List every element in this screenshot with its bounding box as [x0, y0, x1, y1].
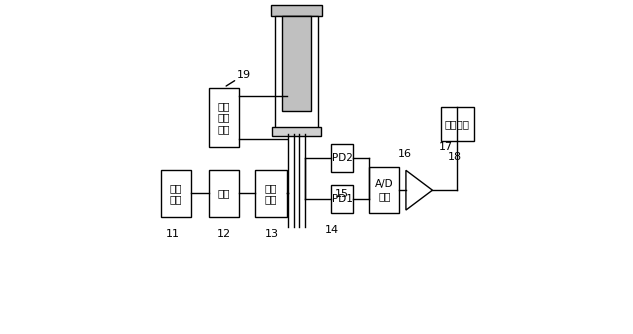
Text: 解调系统: 解调系统 — [445, 119, 470, 129]
FancyBboxPatch shape — [209, 88, 239, 147]
FancyBboxPatch shape — [271, 5, 322, 16]
Text: 15: 15 — [335, 189, 349, 199]
Text: PD1: PD1 — [332, 194, 353, 204]
Text: A/D
转换: A/D 转换 — [375, 179, 394, 201]
Text: 18: 18 — [448, 152, 461, 162]
Text: 冷气
循环
系统: 冷气 循环 系统 — [218, 101, 230, 134]
Text: 14: 14 — [325, 225, 339, 235]
FancyBboxPatch shape — [332, 144, 353, 172]
FancyBboxPatch shape — [275, 16, 318, 134]
Text: 驱动
电路: 驱动 电路 — [170, 183, 182, 204]
FancyBboxPatch shape — [441, 107, 474, 141]
FancyBboxPatch shape — [272, 127, 321, 136]
FancyBboxPatch shape — [370, 167, 399, 213]
FancyBboxPatch shape — [209, 170, 239, 217]
FancyBboxPatch shape — [255, 170, 287, 217]
Text: 17: 17 — [439, 142, 453, 152]
FancyBboxPatch shape — [332, 185, 353, 213]
Text: 16: 16 — [398, 149, 411, 159]
FancyBboxPatch shape — [161, 170, 191, 217]
Text: 11: 11 — [166, 228, 180, 238]
FancyBboxPatch shape — [282, 16, 311, 111]
Text: 光隔
离器: 光隔 离器 — [265, 183, 277, 204]
Text: 光源: 光源 — [218, 188, 230, 198]
Text: 12: 12 — [217, 228, 231, 238]
Text: 19: 19 — [237, 69, 251, 79]
Text: 13: 13 — [265, 228, 279, 238]
Polygon shape — [406, 170, 432, 210]
Text: PD2: PD2 — [332, 153, 353, 163]
